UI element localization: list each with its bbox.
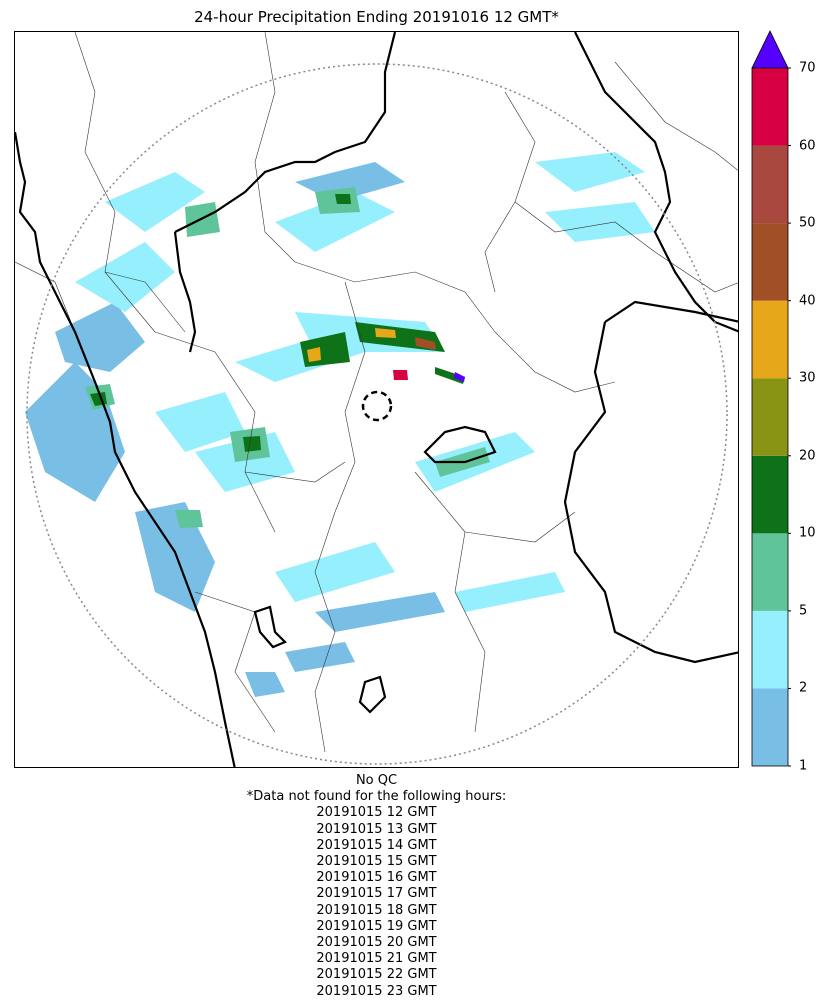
precip-band-s-3 — [455, 572, 565, 612]
colorbar-segment — [752, 145, 788, 224]
precip-intense-5 — [415, 337, 436, 350]
colorbar-tick-label: 40 — [799, 293, 816, 309]
precip-core-7 — [335, 194, 351, 204]
precip-band-west-5 — [155, 392, 245, 452]
precip-intense-8 — [393, 370, 408, 380]
precip-core-5 — [175, 510, 203, 528]
missing-hour-item: 20191015 13 GMT — [316, 821, 437, 837]
precip-band-nw-1 — [105, 172, 205, 232]
colorbar-tick-label: 30 — [799, 370, 816, 386]
precip-band-ne-1 — [535, 152, 645, 192]
southern-loop — [423, 425, 497, 464]
missing-hour-item: 20191015 17 GMT — [316, 886, 437, 902]
colorbar-tick-label: 5 — [799, 603, 808, 619]
east-lower-border — [604, 300, 738, 323]
precip-band-s-4 — [285, 642, 355, 672]
precip-band-west-2 — [55, 302, 145, 372]
missing-hour-item: 20191015 22 GMT — [316, 967, 437, 983]
missing-hour-item: 20191015 21 GMT — [316, 951, 437, 967]
coastline — [15, 131, 236, 767]
east-border — [574, 32, 738, 333]
notes: No QC *Data not found for the following … — [14, 773, 739, 1000]
precip-core-8 — [185, 202, 220, 237]
precip-band-west-1 — [25, 362, 125, 502]
north-east-border — [173, 231, 197, 353]
colorbar-segment — [752, 300, 788, 379]
qc-note: No QC — [355, 773, 398, 788]
missing-hour-item: 20191015 20 GMT — [316, 935, 437, 951]
colorbar-tick-label: 1 — [799, 758, 808, 774]
colorbar-segment — [752, 378, 788, 456]
precip-band-west-6 — [195, 432, 295, 492]
colorbar-tick-label: 2 — [799, 680, 808, 696]
colorbar-tick-label: 20 — [799, 448, 816, 464]
precipitation-field — [25, 152, 655, 697]
radar-site-marker — [361, 390, 393, 422]
colorbar-segment — [752, 688, 788, 766]
radar-range-ring — [26, 63, 728, 765]
radar-precipitation-map — [14, 31, 739, 768]
map-title: 24-hour Precipitation Ending 20191016 12… — [194, 8, 559, 26]
precip-intense-2 — [307, 347, 321, 362]
precip-core-4 — [243, 436, 261, 452]
colorbar-svg — [751, 30, 791, 767]
colorbar-segment — [752, 610, 788, 689]
precip-intense-4 — [375, 328, 396, 338]
enclave-2 — [358, 675, 387, 714]
north-border — [174, 32, 397, 233]
precip-intense-6 — [435, 367, 465, 384]
precip-band-n-1 — [275, 192, 395, 252]
missing-hour-item: 20191015 23 GMT — [316, 983, 437, 999]
district-boundaries — [15, 32, 738, 753]
missing-hour-item: 20191015 14 GMT — [316, 837, 437, 853]
colorbar-tick-label: 60 — [799, 138, 816, 154]
precip-band-ne-2 — [545, 202, 655, 242]
precip-intense-1 — [300, 332, 350, 367]
colorbar-border — [751, 67, 789, 767]
precip-band-s-5 — [245, 672, 285, 697]
missing-hour-item: 20191015 16 GMT — [316, 870, 437, 886]
precip-band-s-2 — [315, 592, 445, 632]
colorbar-segment — [752, 223, 788, 301]
missing-hour-item: 20191015 12 GMT — [316, 805, 437, 821]
colorbar-tick-label: 50 — [799, 215, 816, 231]
colorbar-segment — [752, 455, 788, 534]
colorbar: 1 2 5 10 20 30 40 50 60 70 — [751, 28, 825, 774]
colorbar-tick-label: 70 — [799, 60, 816, 76]
map-canvas — [15, 32, 738, 767]
state-boundary — [15, 32, 738, 767]
precip-intense-7 — [454, 372, 465, 382]
missing-hour-item: 20191015 19 GMT — [316, 918, 437, 934]
precip-band-s-1 — [275, 542, 395, 602]
missing-data-header: *Data not found for the following hours: — [246, 789, 507, 805]
colorbar-segment — [752, 68, 788, 146]
missing-hour-item: 20191015 15 GMT — [316, 854, 437, 870]
missing-hour-item: 20191015 18 GMT — [316, 902, 437, 918]
east-south-border — [563, 321, 738, 664]
enclave-1 — [253, 605, 287, 649]
precip-band-west-3 — [135, 502, 215, 612]
colorbar-segment — [752, 533, 788, 611]
missing-hours-list: 20191015 12 GMT 20191015 13 GMT 20191015 1… — [14, 805, 739, 999]
colorbar-extend-triangle — [751, 30, 789, 69]
colorbar-tick-label: 10 — [799, 525, 816, 541]
